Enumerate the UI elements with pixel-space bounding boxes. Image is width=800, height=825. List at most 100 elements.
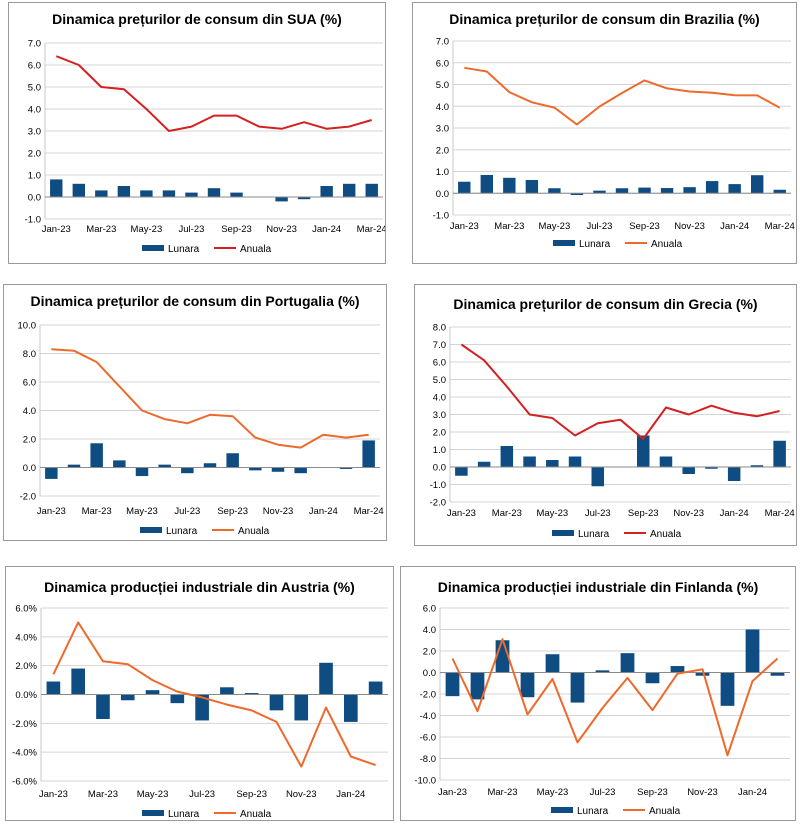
y-tick-label: 8.0 (23, 349, 36, 360)
bar (750, 465, 764, 467)
x-tick-label: Nov-23 (266, 224, 297, 235)
bar (773, 440, 786, 467)
legend-swatch-lunara (142, 810, 164, 816)
bar (503, 177, 516, 194)
bar (728, 184, 741, 194)
chart-title: Dinamica prețurilor de consum din Grecia… (453, 296, 757, 312)
bar (520, 672, 535, 698)
legend-label-anuala: Anuala (651, 239, 683, 250)
bar (117, 186, 131, 197)
bar (500, 446, 514, 467)
y-tick-label: 2.0 (28, 149, 41, 160)
legend-label-anuala: Anuala (240, 244, 272, 255)
legend-swatch-lunara (551, 807, 573, 813)
x-tick-label: Mar-23 (86, 224, 116, 235)
legend: Lunara Anuala (553, 239, 683, 250)
y-tick-label: 7.0 (436, 37, 449, 48)
x-tick-label: Jan-23 (447, 508, 476, 519)
legend-label-anuala: Anuala (650, 529, 682, 540)
y-tick-label: 7.0 (433, 340, 446, 351)
legend-swatch-lunara (553, 240, 575, 246)
y-tick-label: 3.0 (436, 124, 449, 135)
y-tick-label: 8.0 (433, 323, 446, 334)
y-tick-label: -2.0 (20, 492, 36, 503)
y-tick-label: 4.0% (15, 632, 37, 643)
bar (158, 464, 171, 468)
legend-label-lunara: Lunara (578, 529, 610, 540)
legend-label-anuala: Anuala (238, 526, 270, 537)
x-tick-label: Jan-24 (336, 789, 365, 800)
y-tick-label: 1.0 (28, 171, 41, 182)
bar (339, 467, 353, 469)
bar (695, 672, 710, 676)
bar (770, 672, 785, 676)
bar (683, 187, 696, 194)
bar (50, 179, 63, 197)
bar (297, 197, 311, 200)
bar (682, 467, 695, 474)
x-tick-label: Sep-23 (236, 789, 267, 800)
bar (203, 463, 217, 468)
x-tick-label: Jul-23 (189, 789, 215, 800)
bar (548, 188, 561, 194)
y-tick-label: 10.0 (18, 321, 37, 332)
bar (45, 467, 58, 479)
bar (445, 672, 460, 697)
y-tick-label: 0.0 (23, 463, 36, 474)
bar (620, 653, 635, 673)
x-tick-label: Jul-23 (174, 506, 200, 517)
series-line-anuala (52, 621, 376, 768)
x-tick-label: Jan-23 (438, 787, 467, 798)
y-tick-label: 6.0 (28, 61, 41, 72)
bar (591, 467, 605, 487)
x-tick-label: Mar-24 (357, 224, 385, 235)
y-tick-label: 7.0 (28, 39, 41, 50)
bar (455, 467, 468, 476)
x-tick-label: Jan-23 (450, 221, 479, 232)
legend-label-lunara: Lunara (168, 809, 200, 820)
bar (269, 694, 284, 711)
chart-finlanda: Dinamica producției industriale din Finl… (414, 579, 790, 817)
y-tick-label: 2.0 (423, 647, 436, 658)
bar (570, 672, 585, 703)
x-tick-label: Jan-23 (37, 506, 66, 517)
x-tick-label: Nov-23 (286, 789, 317, 800)
bar (181, 467, 194, 474)
x-tick-label: Sep-23 (221, 224, 252, 235)
legend-label-lunara: Lunara (579, 239, 611, 250)
bar (568, 456, 582, 467)
bar (670, 666, 685, 673)
bar (71, 668, 85, 695)
y-tick-label: 1.0 (436, 167, 449, 178)
y-tick-label: -1.0 (433, 211, 449, 222)
bar (545, 654, 560, 673)
bar (226, 453, 239, 468)
x-tick-label: Mar-23 (487, 787, 517, 798)
y-tick-label: 3.0 (28, 127, 41, 138)
y-tick-label: 2.0 (433, 428, 446, 439)
y-tick-label: 5.0 (28, 83, 41, 94)
bar (162, 190, 176, 197)
bar (120, 694, 135, 701)
y-tick-label: -1.0 (430, 480, 446, 491)
chart-title: Dinamica prețurilor de consum din SUA (%… (52, 11, 342, 27)
chart-austria: Dinamica producției industriale din Aust… (12, 579, 388, 820)
bar (67, 464, 81, 468)
bar (570, 193, 584, 195)
bar (615, 188, 629, 194)
chart-panel-brazilia: Dinamica prețurilor de consum din Brazil… (412, 2, 797, 264)
bar (368, 681, 383, 695)
x-tick-label: May-23 (126, 506, 158, 517)
x-tick-label: Nov-23 (263, 506, 294, 517)
x-tick-label: Jul-23 (585, 508, 611, 519)
bar (72, 183, 85, 197)
chart-portugalia: Dinamica prețurilor de consum din Portug… (18, 293, 384, 537)
x-tick-label: Jul-23 (587, 221, 613, 232)
bar (275, 197, 288, 202)
bar (95, 190, 108, 197)
chart-title: Dinamica producției industriale din Aust… (44, 579, 355, 595)
bar (319, 662, 333, 695)
y-tick-label: -4.0% (12, 748, 37, 759)
bar (135, 467, 149, 477)
chart-panel-grecia: Dinamica prețurilor de consum din Grecia… (414, 284, 797, 546)
